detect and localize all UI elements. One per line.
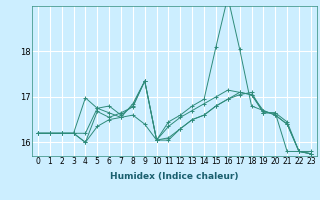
X-axis label: Humidex (Indice chaleur): Humidex (Indice chaleur) [110,172,239,181]
